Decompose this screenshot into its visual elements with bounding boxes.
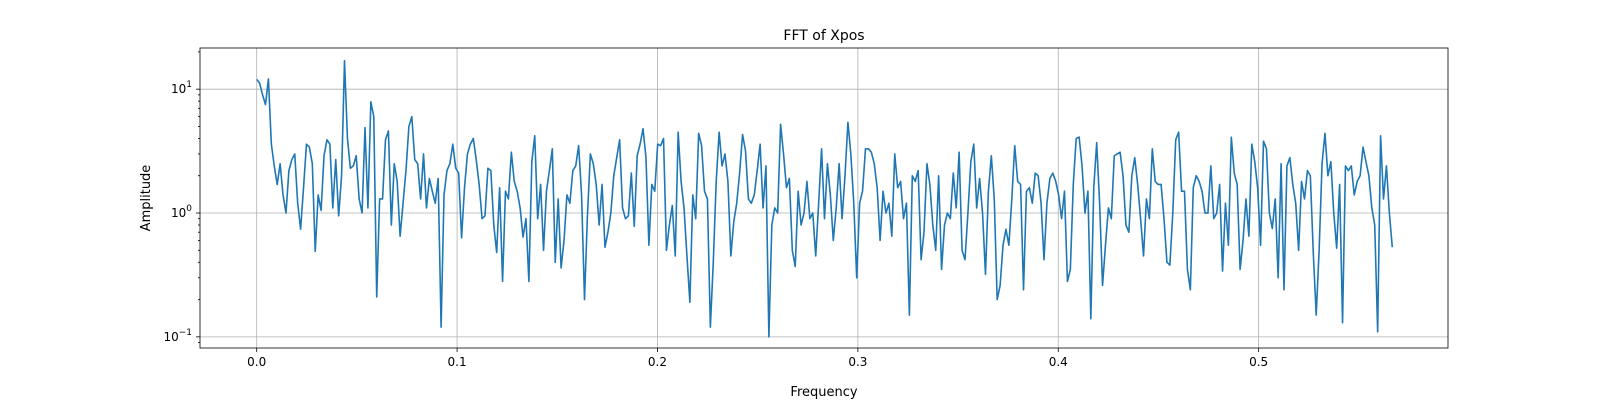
- x-axis-label: Frequency: [790, 385, 857, 400]
- y-tick-label: 100: [171, 204, 192, 220]
- tick-layer: 0.0 0.1 0.2 0.3 0.4 0.5 10−1 100 101: [163, 51, 1268, 369]
- x-tick-label: 0.0: [247, 355, 266, 369]
- x-tick-label: 0.2: [648, 355, 667, 369]
- y-tick-label: 101: [171, 80, 192, 96]
- y-axis-label: Amplitude: [139, 165, 154, 232]
- chart-title: FFT of Xpos: [783, 28, 864, 44]
- series-line: [256, 59, 1394, 338]
- x-tick-label: 0.3: [848, 355, 867, 369]
- x-tick-label: 0.5: [1249, 355, 1268, 369]
- axes-frame: [199, 47, 1449, 349]
- x-tick-label: 0.4: [1049, 355, 1068, 369]
- x-tick-label: 0.1: [448, 355, 467, 369]
- y-tick-label: 10−1: [163, 328, 192, 344]
- line-layer: [256, 59, 1394, 338]
